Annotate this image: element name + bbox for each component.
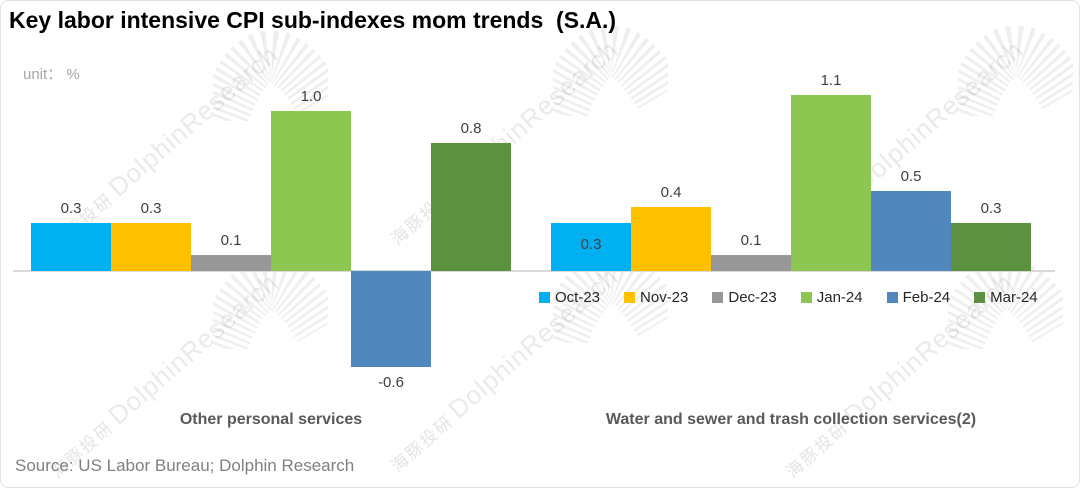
bar-value-oct-23-cat1: 0.3 [580, 236, 602, 253]
bar-nov-23-cat1 [631, 207, 711, 271]
bar-mar-24-cat1 [951, 223, 1031, 271]
legend-item-nov-23: Nov-23 [624, 289, 688, 306]
bar-value-dec-23-cat1: 0.1 [740, 232, 762, 249]
legend-swatch-icon [712, 292, 724, 303]
legend-label: Nov-23 [640, 289, 689, 306]
legend-label: Mar-24 [990, 289, 1038, 306]
bar-dec-23-cat0 [191, 255, 271, 271]
legend-swatch-icon [800, 292, 812, 303]
legend-label: Dec-23 [728, 289, 777, 306]
bar-jan-24-cat0 [271, 111, 351, 271]
category-label-other-personal-services: Other personal services [179, 411, 363, 428]
bar-value-mar-24-cat1: 0.3 [980, 200, 1002, 217]
bar-value-nov-23-cat1: 0.4 [660, 184, 682, 201]
legend-swatch-icon [624, 292, 636, 303]
bar-nov-23-cat0 [111, 223, 191, 271]
legend-swatch-icon [539, 292, 550, 303]
bar-value-oct-23-cat0: 0.3 [60, 200, 82, 217]
legend-item-feb-24: Feb-24 [886, 289, 951, 306]
bar-value-feb-24-cat0: -0.6 [378, 374, 404, 391]
category-label-water-sewer-trash: Water and sewer and trash collection ser… [605, 411, 977, 428]
bar-value-jan-24-cat0: 1.0 [300, 88, 322, 105]
chart-title: Key labor intensive CPI sub-indexes mom … [9, 7, 617, 33]
unit-label: unit： % [23, 66, 80, 83]
bar-jan-24-cat1 [791, 95, 871, 271]
legend-label: Jan-24 [816, 289, 863, 306]
bar-feb-24-cat1 [871, 191, 951, 271]
bar-value-mar-24-cat0: 0.8 [460, 120, 482, 137]
legend-item-mar-24: Mar-24 [974, 289, 1038, 306]
bar-oct-23-cat1 [551, 223, 631, 271]
legend: Oct-23 Nov-23 Dec-23 Jan-24 Feb-24 Mar-24 [539, 289, 1038, 306]
bar-value-jan-24-cat1: 1.1 [820, 72, 842, 89]
legend-item-dec-23: Dec-23 [712, 289, 777, 306]
bar-feb-24-cat0 [351, 271, 431, 367]
bar-value-feb-24-cat1: 0.5 [900, 168, 922, 185]
bar-value-dec-23-cat0: 0.1 [220, 232, 242, 249]
legend-item-oct-23: Oct-23 [539, 289, 600, 306]
legend-swatch-icon [886, 292, 898, 303]
legend-item-jan-24: Jan-24 [800, 289, 863, 306]
legend-label: Oct-23 [555, 289, 601, 306]
bar-value-nov-23-cat0: 0.3 [140, 200, 162, 217]
source-note: Source: US Labor Bureau; Dolphin Researc… [15, 456, 355, 475]
bar-dec-23-cat1 [711, 255, 791, 271]
bar-oct-23-cat0 [31, 223, 111, 271]
legend-label: Feb-24 [902, 289, 951, 306]
bar-mar-24-cat0 [431, 143, 511, 271]
x-axis-line [13, 270, 1055, 272]
legend-swatch-icon [974, 292, 986, 303]
